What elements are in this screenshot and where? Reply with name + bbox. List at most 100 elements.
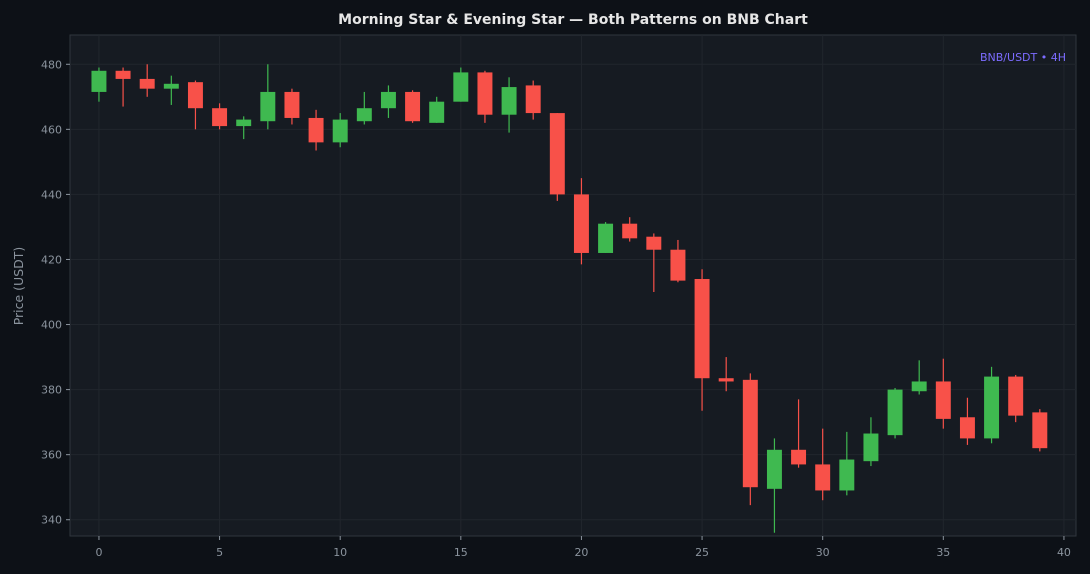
bullish-candle bbox=[984, 366, 1000, 444]
y-tick-label: 380 bbox=[41, 384, 62, 397]
candle-body bbox=[380, 91, 396, 109]
bearish-candle bbox=[405, 90, 421, 123]
candle-body bbox=[646, 236, 662, 250]
candle-body bbox=[670, 249, 686, 281]
bullish-candle bbox=[356, 91, 372, 125]
y-tick-label: 480 bbox=[41, 58, 62, 71]
x-tick-label: 15 bbox=[454, 546, 468, 559]
y-tick-label: 420 bbox=[41, 253, 62, 266]
candle-body bbox=[863, 433, 879, 462]
candle-body bbox=[284, 91, 300, 118]
y-tick-label: 440 bbox=[41, 188, 62, 201]
bearish-candle bbox=[791, 399, 807, 468]
bearish-candle bbox=[670, 239, 686, 283]
candle-body bbox=[332, 119, 348, 143]
candle-body bbox=[91, 70, 107, 92]
candle-body bbox=[718, 378, 734, 382]
x-tick-label: 5 bbox=[216, 546, 223, 559]
candle-body bbox=[1008, 376, 1024, 416]
plot-area bbox=[69, 34, 1077, 537]
bullish-candle bbox=[911, 360, 927, 395]
candle-body bbox=[622, 223, 638, 239]
candle-body bbox=[356, 108, 372, 122]
x-tick-label: 0 bbox=[95, 546, 102, 559]
candle-body bbox=[935, 381, 951, 419]
bearish-candle bbox=[742, 373, 758, 506]
candle-body bbox=[815, 464, 831, 491]
bearish-candle bbox=[212, 103, 228, 130]
bearish-candle bbox=[477, 70, 493, 123]
candle-body bbox=[742, 379, 758, 488]
candle-body bbox=[959, 417, 975, 439]
candle-body bbox=[260, 91, 276, 122]
bullish-candle bbox=[91, 67, 107, 102]
bearish-candle bbox=[935, 358, 951, 429]
candle-body bbox=[694, 278, 710, 379]
bullish-candle bbox=[380, 85, 396, 118]
x-tick-label: 25 bbox=[695, 546, 709, 559]
candle-body bbox=[598, 223, 614, 253]
candle-body bbox=[308, 117, 324, 143]
candle-body bbox=[212, 108, 228, 127]
bullish-candle bbox=[453, 67, 469, 102]
candle-body bbox=[887, 389, 903, 436]
y-axis-label: Price (USDT) bbox=[11, 247, 26, 326]
candle-body bbox=[429, 101, 445, 123]
bearish-candle bbox=[815, 428, 831, 501]
candle-body bbox=[839, 459, 855, 491]
bullish-candle bbox=[839, 431, 855, 496]
y-tick-label: 360 bbox=[41, 449, 62, 462]
bullish-candle bbox=[887, 387, 903, 439]
candle-body bbox=[163, 83, 179, 89]
bearish-candle bbox=[718, 357, 734, 392]
bullish-candle bbox=[863, 417, 879, 467]
x-tick-label: 30 bbox=[816, 546, 830, 559]
bullish-candle bbox=[236, 116, 252, 140]
bullish-candle bbox=[260, 64, 276, 130]
candle-body bbox=[405, 91, 421, 122]
candle-body bbox=[984, 376, 1000, 439]
bullish-candle bbox=[501, 77, 517, 133]
y-tick-label: 400 bbox=[41, 319, 62, 332]
chart-title: Morning Star & Evening Star — Both Patte… bbox=[338, 12, 808, 28]
x-tick-label: 20 bbox=[574, 546, 588, 559]
candle-body bbox=[1032, 412, 1048, 449]
bearish-candle bbox=[549, 113, 565, 201]
bearish-candle bbox=[959, 397, 975, 445]
bearish-candle bbox=[284, 88, 300, 125]
candle-body bbox=[573, 194, 589, 253]
candle-body bbox=[791, 449, 807, 465]
bearish-candle bbox=[139, 64, 155, 97]
candle-body bbox=[911, 381, 927, 392]
bullish-candle bbox=[163, 75, 179, 105]
pair-timeframe-label: BNB/USDT • 4H bbox=[980, 51, 1066, 64]
bearish-candle bbox=[694, 269, 710, 411]
candle-body bbox=[766, 449, 782, 489]
bullish-candle bbox=[766, 438, 782, 533]
candle-body bbox=[453, 72, 469, 102]
x-tick-label: 40 bbox=[1057, 546, 1071, 559]
candle-body bbox=[525, 85, 541, 114]
bearish-candle bbox=[622, 217, 638, 242]
y-tick-label: 460 bbox=[41, 123, 62, 136]
candle-body bbox=[549, 113, 565, 195]
bullish-candle bbox=[332, 113, 348, 148]
axis-ticks: 340 360 380 400 420 440 460 480 0 5 10 15 20 25 30 35 40 bbox=[41, 58, 1071, 559]
candle-body bbox=[139, 78, 155, 89]
bullish-candle bbox=[429, 96, 445, 123]
x-tick-label: 10 bbox=[333, 546, 347, 559]
candle-body bbox=[477, 72, 493, 115]
bearish-candle bbox=[1008, 374, 1024, 423]
bearish-candle bbox=[308, 109, 324, 151]
bullish-candle bbox=[598, 222, 614, 253]
candle-body bbox=[236, 119, 252, 127]
candle-body bbox=[187, 82, 203, 109]
x-tick-label: 35 bbox=[936, 546, 950, 559]
bearish-candle bbox=[187, 80, 203, 130]
candles bbox=[91, 64, 1048, 533]
bearish-candle bbox=[525, 80, 541, 120]
bearish-candle bbox=[573, 178, 589, 265]
y-tick-label: 340 bbox=[41, 514, 62, 527]
bearish-candle bbox=[115, 67, 131, 107]
